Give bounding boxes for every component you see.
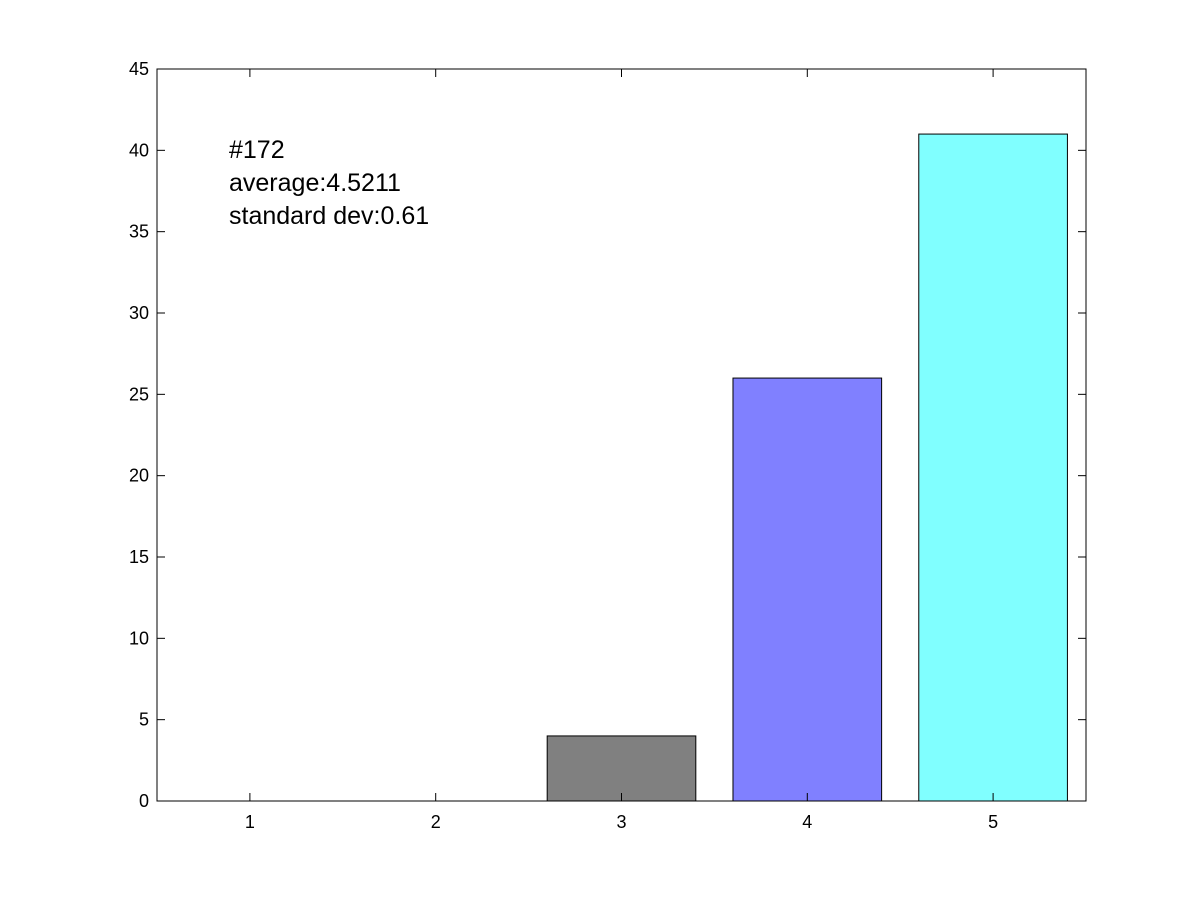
annotation-std-dev: standard dev:0.61 <box>229 202 429 230</box>
bar-4 <box>732 377 883 802</box>
bar-5 <box>918 133 1068 802</box>
y-tick-label-40: 40 <box>129 140 149 160</box>
y-tick-label-0: 0 <box>139 791 149 811</box>
bars <box>546 133 1068 802</box>
x-tick-label-2: 2 <box>431 812 441 832</box>
x-tick-labels: 1 2 3 4 5 <box>245 812 998 832</box>
x-tick-label-5: 5 <box>988 812 998 832</box>
y-tick-label-15: 15 <box>129 547 149 567</box>
annotation-average: average:4.5211 <box>229 169 401 197</box>
y-tick-label-35: 35 <box>129 222 149 242</box>
y-tick-label-30: 30 <box>129 303 149 323</box>
y-tick-labels: 0 5 10 15 20 25 30 35 40 45 <box>129 59 149 811</box>
x-tick-label-4: 4 <box>802 812 812 832</box>
y-tick-label-25: 25 <box>129 384 149 404</box>
annotation-block: #172 average:4.5211 standard dev:0.61 <box>229 136 429 230</box>
y-tick-label-10: 10 <box>129 628 149 648</box>
bar-3 <box>546 735 697 802</box>
annotation-id: #172 <box>229 136 285 164</box>
y-tick-label-5: 5 <box>139 710 149 730</box>
y-tick-label-45: 45 <box>129 59 149 79</box>
axes-box <box>156 68 1087 802</box>
y-tick-label-20: 20 <box>129 466 149 486</box>
x-tick-label-1: 1 <box>245 812 255 832</box>
x-tick-label-3: 3 <box>616 812 626 832</box>
